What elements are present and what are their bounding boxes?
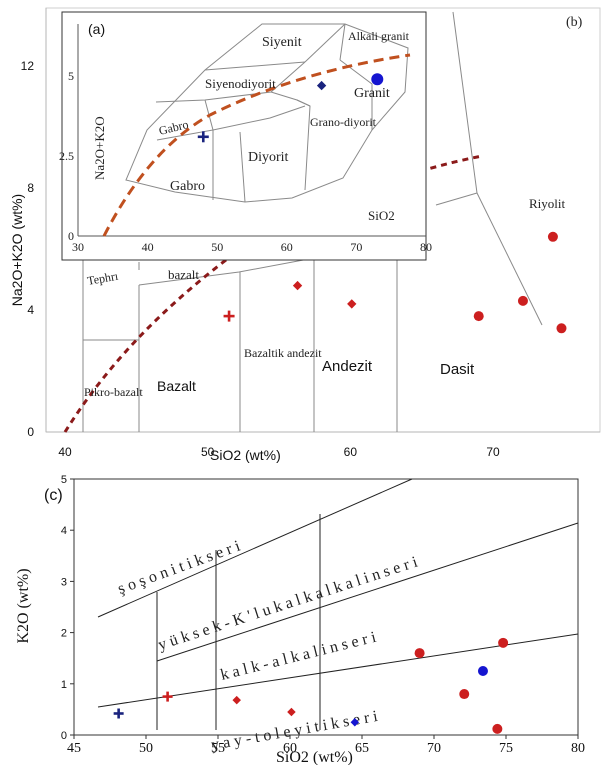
label-kalkalkalin-seri: k a l k - a l k a l i n s e r i [219,629,378,684]
field-label-pikrobazalt: Pikro-bazalt [84,385,143,399]
inset-y-tick-label: 0 [68,229,74,243]
tas-x-axis-title: SiO2 (wt%) [210,447,281,463]
label-sosonitik-seri: ş o ş o n i t i k s e r i [116,538,243,598]
inset-frame [61,11,427,261]
k2o-y-tick-label: 1 [61,679,67,691]
k2o-y-tick-label: 5 [61,474,67,486]
k2o-y-tick-label: 2 [61,628,67,640]
tas-point-diamond [347,299,357,309]
tas-y-tick-label: 8 [27,181,34,195]
field-label-riyolit: Riyolit [529,196,566,211]
k2o-point-diamond [350,717,360,727]
tas-x-tick-label: 50 [201,445,215,459]
tas-x-ticks: 40 50 60 70 [58,445,500,459]
inset-x-tick-label: 70 [350,240,362,254]
field-label-siyenit: Siyenit [262,35,302,50]
tas-point-circle [517,295,528,306]
tas-x-tick-label: 40 [58,445,72,459]
inset-point-diamond [316,80,327,91]
k2o-y-tick-label: 4 [61,525,67,537]
k2o-series-boundaries [97,478,579,730]
k2o-point-circle [477,666,488,676]
inset-y-axis-title: Na2O+K2O [92,116,107,180]
k2o-point-circle [498,637,509,648]
field-label-siyenodiyorit: Siyenodiyorit [205,76,276,91]
k2o-x-tick-label: 45 [67,741,81,756]
panel-label-b: (b) [566,15,583,30]
k2o-x-tick-label: 70 [427,741,441,756]
field-label-granodiyorit: Grano-diyorit [310,115,377,129]
inset-y-ticks: 02.55 [59,69,74,243]
tas-y-tick-label: 4 [27,303,34,317]
panel-label-a: (a) [88,21,105,37]
tas-point-circle [556,323,567,334]
k2o-y-tick-label: 3 [61,576,67,588]
field-label-granit: Granit [354,86,390,101]
tas-y-axis-title: Na2O+K2O (wt%) [9,194,25,306]
k2o-point-circle [459,689,470,700]
tas-point-diamond [292,280,303,291]
inset-data-points [197,73,384,143]
k2o-x-tick-label: 65 [355,741,369,756]
k2o-plot-frame [73,478,579,736]
inset-x-tick-label: 60 [281,240,293,254]
inset-x-tick-label: 50 [211,240,223,254]
k2o-x-tick-label: 60 [283,741,297,756]
inset-y-tick-label: 2.5 [59,149,74,163]
inset-point-plus [197,131,209,143]
k2o-point-plus [162,691,173,702]
field-label-bazalt: Bazalt [157,378,196,394]
field-label-bazalt-small: bazalt [168,267,199,282]
k2o-y-tick-label: 0 [61,730,67,742]
k2o-point-diamond [232,695,241,705]
k2o-point-circle [492,723,503,734]
tas-point-circle [473,311,484,322]
tas-point-plus [223,310,235,322]
field-label-andezit: Andezit [322,358,373,375]
k2o-point-diamond [287,707,296,717]
field-label-tephri: Tephrı [86,269,120,288]
tas-x-tick-label: 60 [344,445,358,459]
tas-y-ticks: 0 4 8 12 [21,59,35,439]
panel-label-c: (c) [44,487,63,504]
inset-x-tick-label: 80 [420,240,432,254]
tas-y-tick-label: 0 [27,425,34,439]
k2o-data-points [113,637,509,734]
inset-x-ticks: 30 40 50 60 70 80 [72,240,432,254]
inset-field-boundaries [125,23,409,203]
k2o-point-circle [414,648,425,659]
inset-x-tick-label: 40 [142,240,154,254]
tas-point-circle [547,231,558,242]
field-label-bazaltik-andezit: Bazaltik andezit [244,346,322,360]
k2o-x-axis-title: SiO2 (wt%) [276,749,353,765]
k2o-point-plus [113,708,124,719]
tas-data-points [223,231,567,334]
tas-y-tick-label: 12 [21,59,35,73]
tas-x-tick-label: 70 [486,445,500,459]
field-label-alkali-granit: Alkali granit [348,29,410,43]
tas-plutonic-inset: 30 40 50 60 70 80 02.55 (a) Na2O+K2O SiO2 Siy… [59,11,432,261]
k2o-x-tick-label: 75 [499,741,513,756]
inset-point-circle [371,73,384,86]
field-label-dasit: Dasit [440,361,475,378]
inset-x-tick-label: 30 [72,240,84,254]
k2o-x-ticks: 45 50 55 60 65 70 75 80 [67,735,585,756]
k2o-y-ticks: 0 1 2 3 4 5 [61,474,74,742]
field-label-diyorit: Diyorit [248,150,289,165]
inset-x-axis-title: SiO2 [368,208,395,223]
k2o-x-tick-label: 55 [211,741,225,756]
inset-y-tick-label: 5 [68,69,74,83]
k2o-x-tick-label: 80 [571,741,585,756]
inset-alkaline-divider [102,53,411,237]
field-label-gabro-lower: Gabro [170,179,205,194]
k2o-y-axis-title: K2O (wt%) [15,568,32,643]
k2o-x-tick-label: 50 [139,741,153,756]
